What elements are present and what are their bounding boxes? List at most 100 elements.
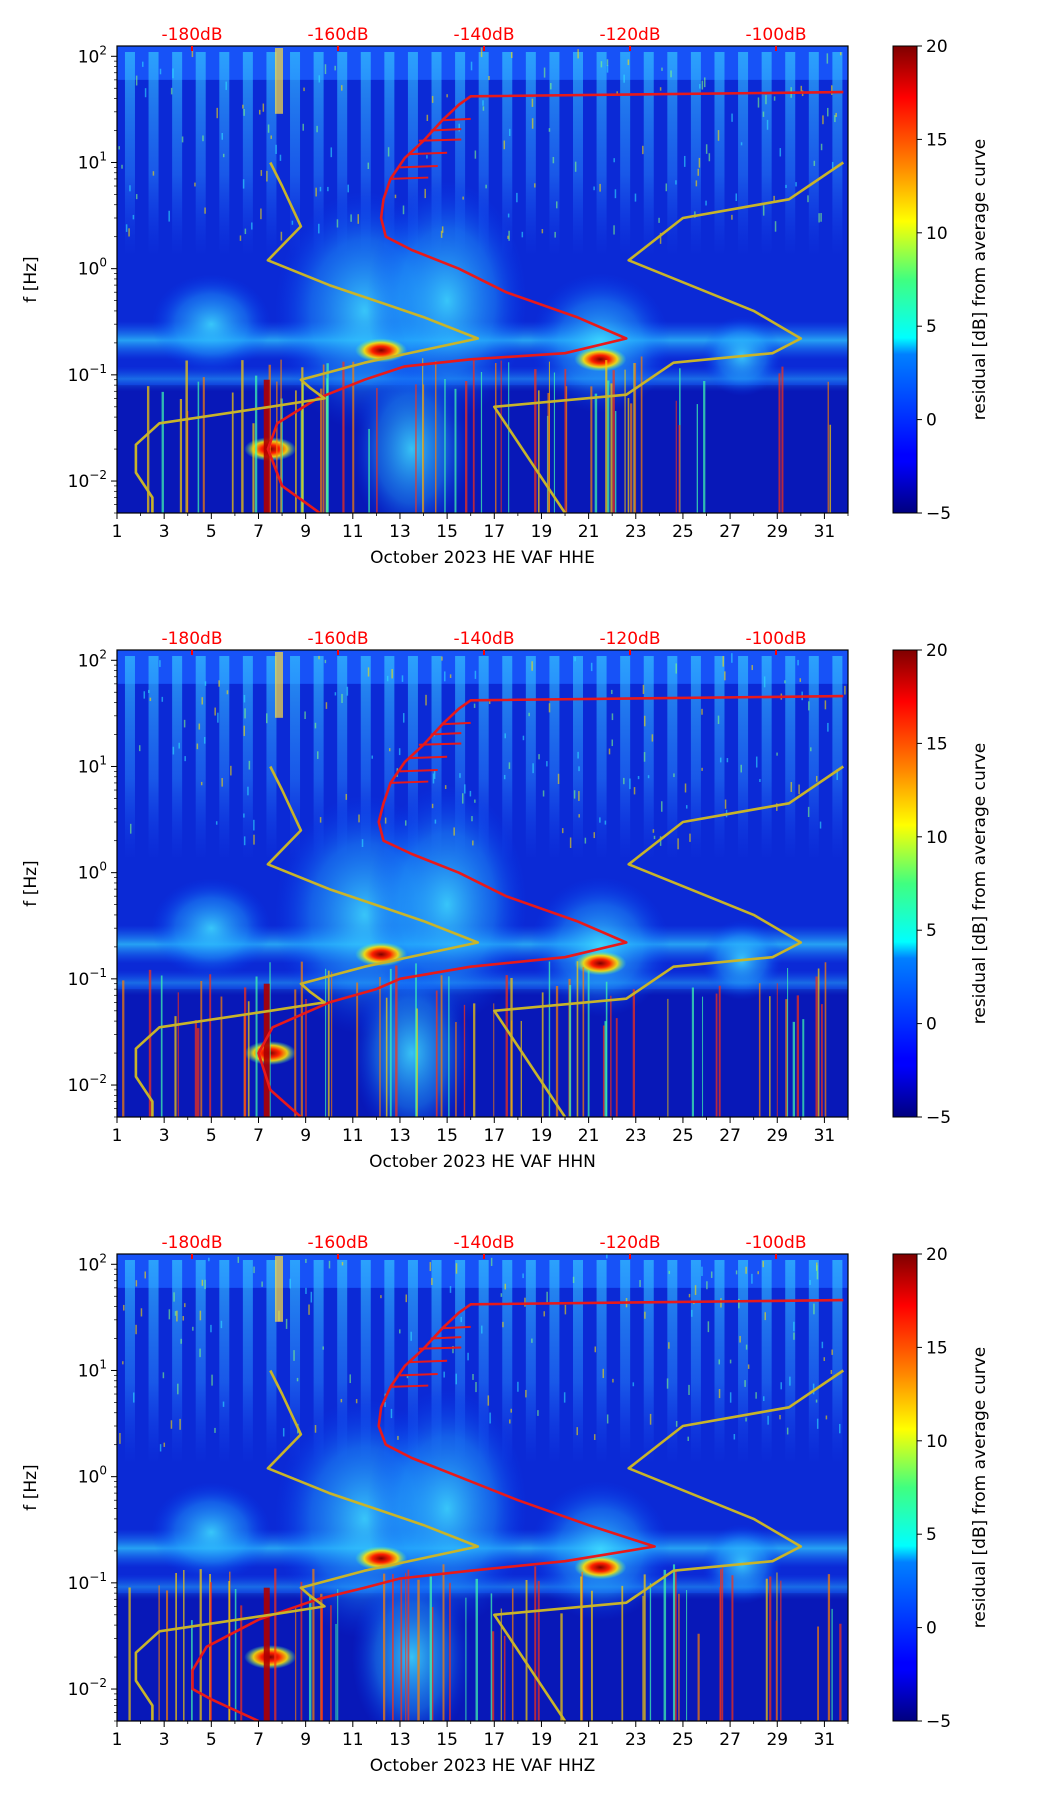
speckle <box>830 1369 833 1374</box>
y-tick-label: 100 <box>78 1464 107 1488</box>
daily-noise-stripe <box>738 1260 749 1464</box>
average-curve-spur <box>442 721 471 726</box>
speckle <box>548 128 551 132</box>
speckle <box>500 1293 503 1297</box>
speckle <box>522 1273 524 1279</box>
speckle <box>202 135 204 142</box>
daily-noise-stripe <box>549 52 560 256</box>
x-tick-label: 25 <box>672 1126 694 1146</box>
average-curve-spur <box>399 768 438 773</box>
x-tick-label: 17 <box>483 1730 505 1750</box>
speckle <box>517 1381 519 1392</box>
speckle <box>747 1364 750 1369</box>
speckle <box>340 1398 343 1403</box>
speckle <box>341 85 343 91</box>
daily-noise-stripe <box>714 656 725 860</box>
speckle <box>198 723 201 730</box>
y-tick-exponent: 0 <box>99 256 107 270</box>
speckle <box>390 1408 393 1419</box>
speckle <box>606 65 609 73</box>
speckle <box>211 1374 213 1386</box>
speckle <box>745 1266 747 1274</box>
speckle <box>429 1262 432 1272</box>
daily-noise-stripe <box>195 52 206 256</box>
daily-noise-stripe <box>172 52 183 256</box>
speckle <box>162 1372 165 1379</box>
colorbar-tick-label: 10 <box>926 828 948 848</box>
daily-noise-stripe <box>761 52 772 256</box>
x-tick-label: 25 <box>672 1730 694 1750</box>
daily-noise-stripe <box>785 656 796 860</box>
speckle <box>425 694 427 706</box>
colorbar-tick-label: 5 <box>926 921 937 941</box>
speckle <box>694 1285 697 1295</box>
y-axis-label: f [Hz] <box>21 860 41 906</box>
x-tick-label: 29 <box>766 1126 788 1146</box>
speckle <box>305 1287 307 1294</box>
speckle <box>764 1312 766 1321</box>
speckle <box>444 671 446 682</box>
speckle <box>431 95 434 103</box>
storm-glow <box>151 1482 272 1583</box>
daily-noise-stripe <box>549 1260 560 1464</box>
speckle <box>143 691 146 699</box>
storm-glow <box>151 878 272 979</box>
speckle <box>534 183 536 188</box>
speckle <box>472 1373 474 1380</box>
speckle <box>798 784 800 795</box>
speckle <box>599 817 601 823</box>
speckle <box>762 1396 765 1402</box>
speckle <box>222 153 225 158</box>
y-tick-label: 10−2 <box>68 1676 107 1700</box>
speckle <box>481 1325 483 1334</box>
speckle <box>762 1261 764 1268</box>
daily-noise-stripe <box>124 1260 135 1464</box>
x-tick-label: 19 <box>531 1730 553 1750</box>
speckle <box>735 193 738 201</box>
colorbar-tick-label: 15 <box>926 1338 948 1358</box>
speckle <box>546 761 548 767</box>
speckle <box>361 839 364 848</box>
speckle <box>755 756 758 768</box>
daily-noise-stripe <box>242 1260 253 1464</box>
tremor-line <box>263 1587 270 1721</box>
speckle <box>542 790 545 797</box>
speckle <box>532 763 534 774</box>
db-axis-label: -180dB <box>161 1233 222 1253</box>
db-axis-label: -100dB <box>745 1233 806 1253</box>
storm-glow <box>530 876 671 1017</box>
speckle <box>658 217 660 223</box>
speckle <box>462 196 464 200</box>
speckle <box>474 799 476 803</box>
speckle <box>135 75 138 86</box>
speckle <box>776 752 778 756</box>
x-tick-label: 15 <box>436 1126 458 1146</box>
speckle <box>192 1326 194 1331</box>
y-tick-label: 101 <box>78 1357 107 1381</box>
speckle <box>774 221 777 232</box>
average-psd-curve <box>266 90 844 513</box>
speckle <box>406 1375 409 1379</box>
speckle <box>593 1434 596 1440</box>
speckle <box>330 147 333 158</box>
speckle <box>577 751 579 759</box>
speckle <box>455 1263 458 1274</box>
speckle <box>785 184 787 189</box>
speckle <box>773 96 776 101</box>
tremor-line <box>263 983 270 1117</box>
daily-noise-stripe <box>337 1260 348 1464</box>
speckle <box>336 219 339 228</box>
speckle <box>214 707 216 716</box>
speckle <box>431 1277 433 1285</box>
speckle <box>475 1381 477 1393</box>
daily-noise-stripe <box>525 656 536 860</box>
speckle <box>176 1310 178 1322</box>
speckle <box>355 1399 358 1404</box>
speckle <box>816 1418 819 1429</box>
speckle <box>685 805 688 809</box>
speckle <box>820 213 822 222</box>
speckle <box>472 840 474 846</box>
average-curve-spur <box>399 1372 438 1377</box>
speckle <box>731 653 733 663</box>
